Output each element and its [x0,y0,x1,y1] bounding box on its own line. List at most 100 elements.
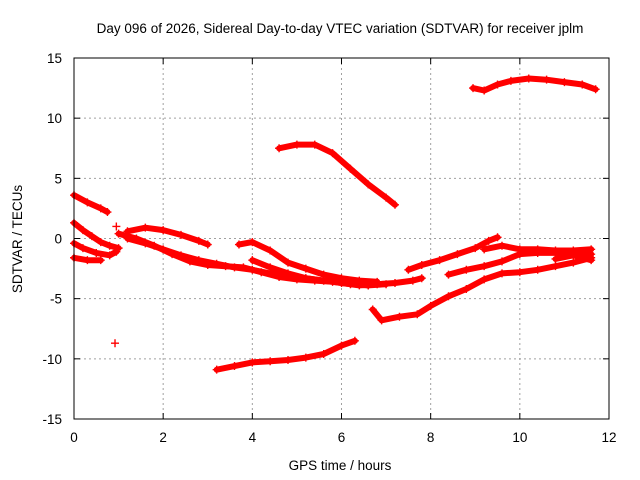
data-point [377,316,386,325]
data-point [395,312,404,321]
data-point [230,263,239,272]
data-point [337,277,346,286]
data-point [141,239,150,248]
series-arc-k [248,256,373,290]
data-point [551,254,560,263]
x-tick-label: 12 [601,430,616,445]
data-point [105,251,114,260]
series-pt-e [112,222,121,231]
data-point [542,75,551,84]
data-point [159,226,168,235]
data-point [587,245,596,254]
data-point [462,265,471,274]
x-tick-label: 4 [249,430,257,445]
data-point [301,353,310,362]
data-point [408,276,417,285]
data-point [417,274,426,283]
data-point [112,222,121,231]
data-point [96,204,105,213]
data-point [426,301,435,310]
data-point [587,256,596,265]
x-tick-label: 8 [427,430,435,445]
data-point [248,358,257,367]
data-point [105,241,114,250]
y-tick-label: 0 [54,232,62,247]
data-point [515,245,524,254]
data-point [453,250,462,259]
data-point [123,234,132,243]
data-point [103,208,112,217]
series-arc-o [404,233,502,274]
data-point [301,264,310,273]
data-point [328,149,337,158]
data-point [310,140,319,149]
data-point [92,248,101,257]
data-point [78,244,87,253]
data-point [194,236,203,245]
data-point [417,260,426,269]
y-tick-label: 15 [47,51,62,66]
data-point [284,269,292,278]
data-point [266,246,275,255]
data-point [591,85,600,94]
data-point [368,305,377,314]
y-tick-label: 10 [47,111,62,126]
data-point [284,258,292,267]
data-point [364,281,373,290]
data-point [234,240,243,249]
data-point [96,256,105,265]
data-point [159,245,168,254]
data-point [112,247,121,256]
series-trace [276,141,398,208]
data-point [569,258,578,267]
grid-lines [74,58,609,419]
data-point [87,232,96,241]
data-point [266,357,275,366]
data-point [493,233,502,242]
data-point [83,256,92,265]
x-tick-label: 0 [70,430,78,445]
data-point [533,245,542,254]
data-point [177,251,185,260]
data-point [382,193,391,202]
data-point [515,268,524,277]
data-point [292,140,301,149]
x-tick-label: 2 [159,430,167,445]
data-point [177,230,185,239]
x-tick-label: 10 [512,430,527,445]
data-point [364,180,373,189]
data-point [444,270,453,279]
data-point [319,276,328,285]
data-point [212,259,221,268]
series-arc-g [123,223,212,249]
data-point [469,84,478,93]
data-point [350,336,359,345]
data-point [230,362,239,371]
data-point [484,236,493,245]
x-tick-label: 6 [338,430,346,445]
data-point [498,269,506,278]
data-point [266,263,275,272]
y-axis-label: SDTVAR / TECUs [10,185,25,294]
data-point [248,238,257,247]
series-trace [470,75,599,94]
y-tick-label: -10 [42,352,62,367]
series-arc-m [275,140,399,209]
data-point [551,246,560,255]
data-point [194,256,203,265]
data-point [301,274,310,283]
data-point [498,257,506,266]
data-point [560,78,569,87]
data-point [493,80,502,89]
axis-ticks: 0 2 4 6 8 10 12 -15 -10 -5 0 5 10 15 [42,51,616,445]
data-point [444,292,453,301]
y-tick-label: -5 [50,292,62,307]
data-point [391,279,399,288]
data-point [533,265,542,274]
series-arc-n [368,253,596,325]
data-point [114,229,123,238]
data-point [480,262,489,271]
data-point [141,223,150,232]
data-point [284,356,292,365]
